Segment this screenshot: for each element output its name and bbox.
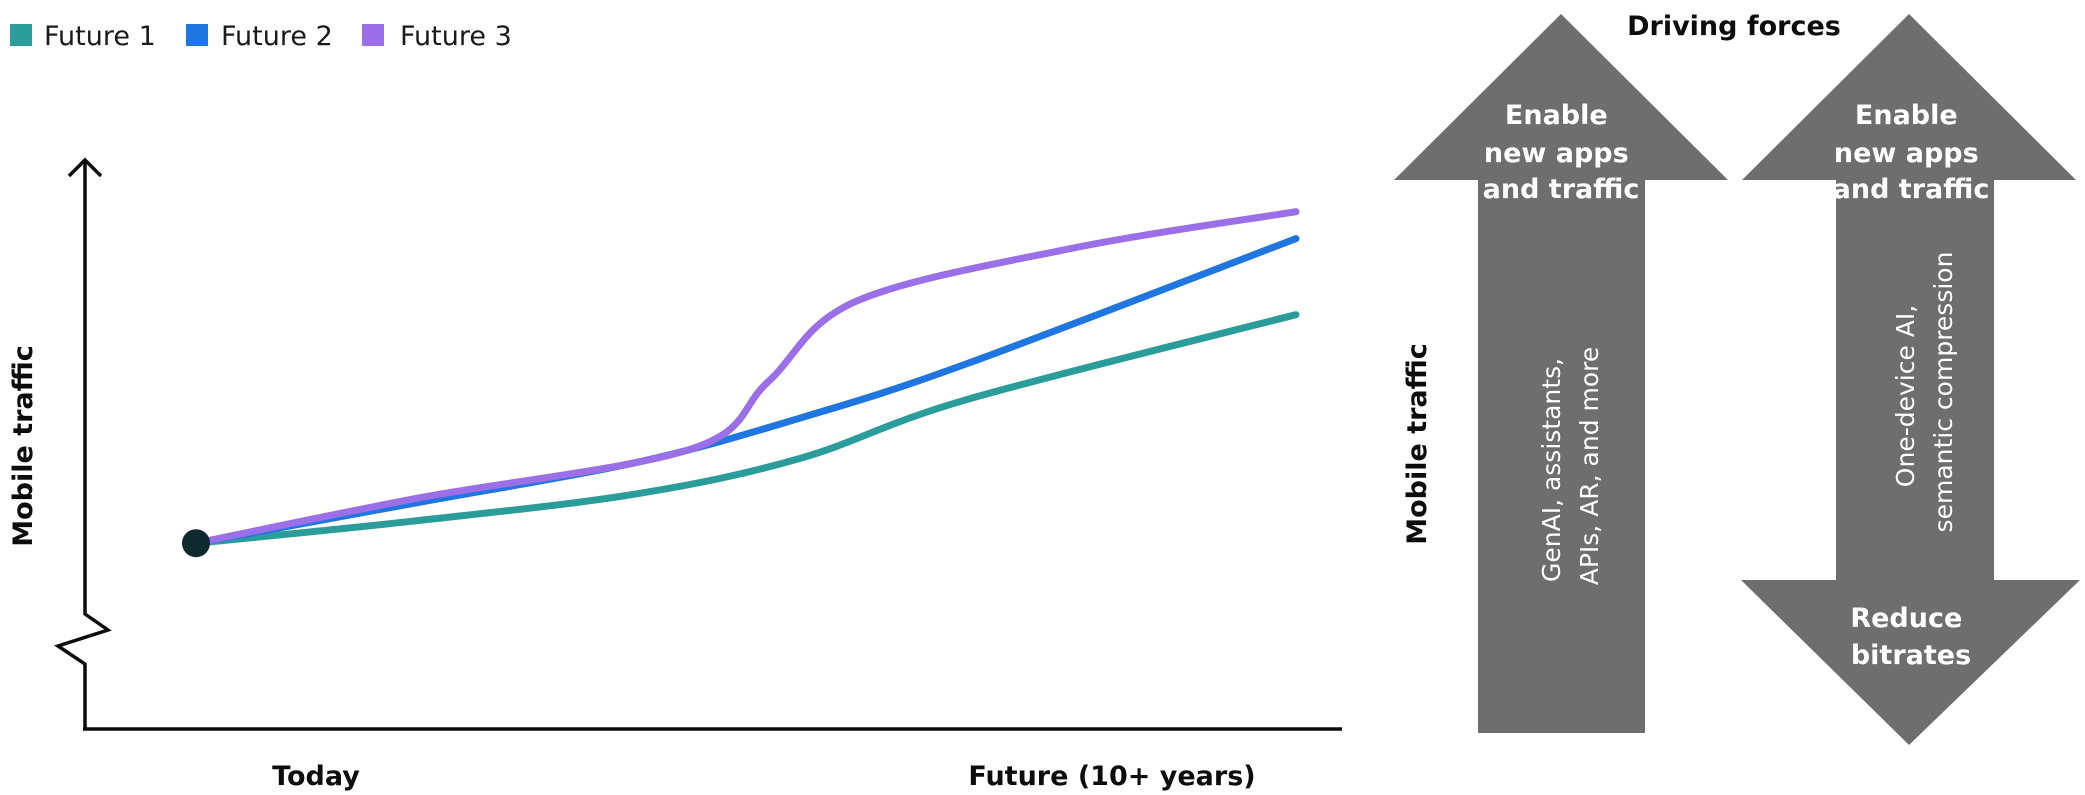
driving-forces-panel: Driving forces Mobile traffic Enable new… — [1394, 11, 2080, 745]
double-arrow-body-line-1: One-device AI, — [1891, 305, 1920, 487]
double-arrow-bottom-text: Reduce bitrates — [1850, 603, 1971, 671]
double-arrow-top-line-1: Enable — [1855, 100, 1958, 131]
legend-swatch-future-3 — [362, 24, 384, 46]
double-arrow-top-line-2: new apps — [1834, 138, 1979, 169]
forces-axis-label: Mobile traffic — [1402, 343, 1433, 545]
series-layer — [192, 208, 1300, 547]
double-arrow-top-line-3: and traffic — [1833, 174, 1990, 205]
up-arrow-head-line-1: Enable — [1505, 100, 1608, 131]
y-axis-arrowhead — [67, 157, 103, 178]
legend-label-future-1: Future 1 — [44, 21, 156, 52]
x-tick-label-today: Today — [272, 761, 360, 792]
legend-swatch-future-2 — [186, 24, 208, 46]
legend-swatch-future-1 — [10, 24, 32, 46]
driving-forces-title: Driving forces — [1627, 11, 1841, 42]
legend-item-future-2: Future 2 — [186, 21, 333, 52]
up-arrow — [1394, 14, 1728, 733]
up-arrow-body-line-1: GenAI, assistants, — [1537, 358, 1566, 582]
axes: Mobile traffic Today Future (10+ years) — [8, 157, 1342, 792]
x-tick-label-future: Future (10+ years) — [968, 761, 1255, 792]
legend-label-future-2: Future 2 — [221, 21, 333, 52]
legend-item-future-1: Future 1 — [10, 21, 156, 52]
legend-item-future-3: Future 3 — [362, 21, 512, 52]
double-arrow-bottom-line-2: bitrates — [1851, 640, 1971, 671]
series-line-future-3 — [192, 208, 1300, 547]
y-axis-label: Mobile traffic — [8, 345, 39, 547]
double-arrow-bottom-line-1: Reduce — [1850, 603, 1962, 634]
series-line-future-1 — [192, 311, 1300, 547]
double-arrow-top-text: Enable new apps and traffic — [1833, 100, 1990, 205]
up-arrow-body-line-2: APIs, AR, and more — [1575, 347, 1604, 586]
series-line-future-2 — [192, 235, 1300, 547]
double-arrow-body-text: One-device AI, semantic compression — [1891, 252, 1958, 533]
double-arrow-body-line-2: semantic compression — [1929, 252, 1958, 533]
up-arrow-head-line-2: new apps — [1484, 138, 1629, 169]
up-arrow-body-text: GenAI, assistants, APIs, AR, and more — [1537, 347, 1604, 586]
legend: Future 1 Future 2 Future 3 — [10, 21, 512, 52]
double-arrow — [1741, 14, 2080, 745]
legend-label-future-3: Future 3 — [400, 21, 512, 52]
up-arrow-head-text: Enable new apps and traffic — [1483, 100, 1640, 205]
y-axis-line — [54, 160, 112, 728]
up-arrow-head-line-3: and traffic — [1483, 174, 1640, 205]
start-point-marker — [182, 529, 210, 558]
